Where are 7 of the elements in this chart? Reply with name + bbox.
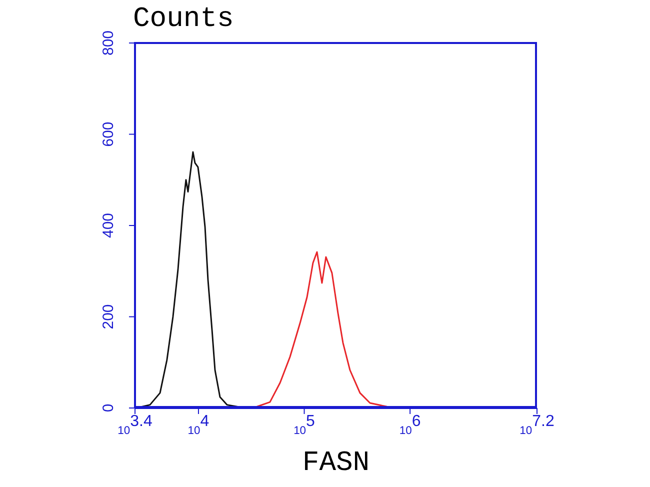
- y-tick-label: 800: [100, 30, 117, 56]
- y-tick-label: 600: [100, 122, 117, 147]
- y-axis-title: Counts: [133, 4, 234, 35]
- y-tick-label: 0: [100, 404, 117, 412]
- y-tick-label: 400: [100, 212, 117, 238]
- x-axis-title: FASN: [301, 448, 371, 479]
- y-tick-label: 200: [100, 304, 117, 330]
